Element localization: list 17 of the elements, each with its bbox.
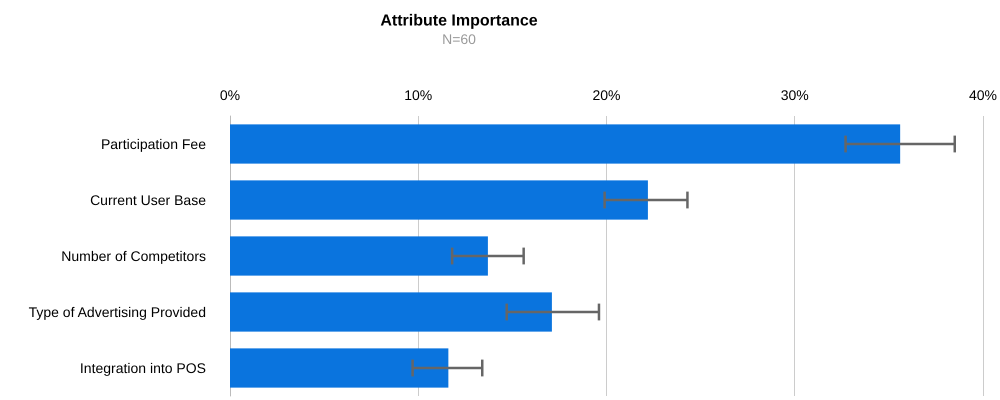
bar (230, 292, 552, 332)
chart-subtitle: N=60 (442, 31, 476, 47)
x-tick-label: 0% (220, 87, 240, 103)
chart-title: Attribute Importance (380, 12, 538, 30)
bar (230, 124, 900, 164)
y-tick-label: Integration into POS (80, 360, 206, 376)
x-tick-label: 40% (968, 87, 998, 103)
x-tick-label: 30% (780, 87, 809, 103)
bar (230, 180, 648, 220)
bar (230, 348, 448, 388)
y-tick-label: Participation Fee (100, 136, 206, 152)
y-tick-label: Type of Advertising Provided (28, 304, 206, 320)
x-tick-label: 10% (404, 87, 432, 103)
x-tick-label: 20% (592, 87, 621, 103)
y-tick-label: Current User Base (90, 192, 206, 208)
bar (230, 236, 488, 276)
y-tick-label: Number of Competitors (61, 248, 206, 264)
